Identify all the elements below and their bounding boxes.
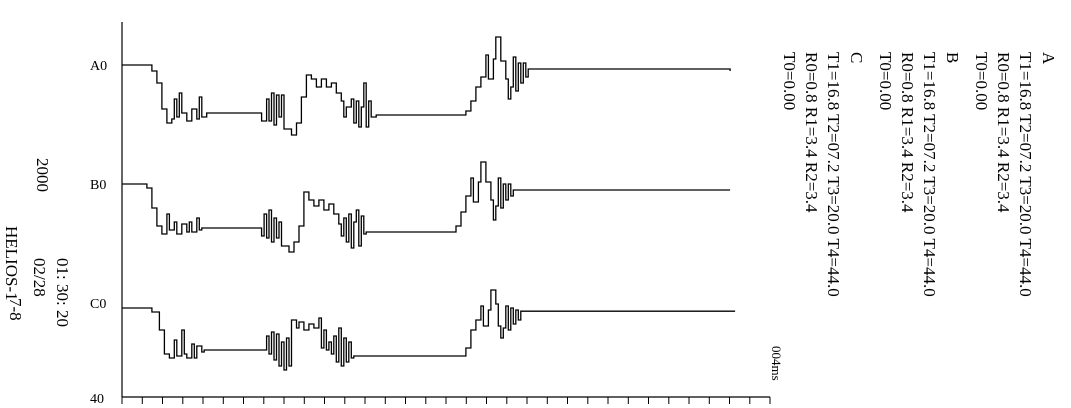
param-block-c: C T1=16.8 T2=07.2 T3=20.0 T4=44.0 R0=0.8… xyxy=(780,52,866,297)
param-block-a-line-1: T1=16.8 T2=07.2 T3=20.0 T4=44.0 xyxy=(1016,52,1035,297)
info-time: 01: 30: 20 xyxy=(53,258,72,327)
axis-end-label: 40 xyxy=(90,392,104,407)
param-block-c-line-1: T1=16.8 T2=07.2 T3=20.0 T4=44.0 xyxy=(824,52,843,297)
param-block-b-line-2: R0=0.8 R1=3.4 R2=3.4 xyxy=(898,52,917,213)
channel-label-b0: B0 xyxy=(90,178,106,193)
x-axis-ticks xyxy=(121,397,771,404)
channel-label-a0: A0 xyxy=(90,59,107,74)
param-block-c-line-2: R0=0.8 R1=3.4 R2=3.4 xyxy=(802,52,821,213)
scale-label: 004ms xyxy=(769,346,784,381)
param-block-a: A T1=16.8 T2=07.2 T3=20.0 T4=44.0 R0=0.8… xyxy=(972,52,1058,297)
param-block-a-line-3: T0=0.00 xyxy=(972,52,991,110)
param-block-b: B T1=16.8 T2=07.2 T3=20.0 T4=44.0 R0=0.8… xyxy=(876,52,962,297)
param-block-c-line-3: T0=0.00 xyxy=(780,52,799,110)
param-block-a-line-2: R0=0.8 R1=3.4 R2=3.4 xyxy=(994,52,1013,213)
param-block-b-line-1: T1=16.8 T2=07.2 T3=20.0 T4=44.0 xyxy=(920,52,939,297)
trace-c0 xyxy=(122,289,736,371)
info-block: HELIOS-1 2000 01: 30: 20 02/28 7-8 xyxy=(2,158,72,327)
info-id: 7-8 xyxy=(6,298,25,321)
trace-b0 xyxy=(122,161,731,253)
param-block-c-label: C xyxy=(847,52,866,63)
trace-a0 xyxy=(122,36,731,136)
info-date: 02/28 xyxy=(30,258,49,297)
channel-label-c0: C0 xyxy=(90,297,106,312)
param-block-b-label: B xyxy=(943,52,962,63)
info-device: HELIOS-1 xyxy=(2,226,21,301)
param-block-b-line-3: T0=0.00 xyxy=(876,52,895,110)
info-year: 2000 xyxy=(33,158,52,192)
param-block-a-label: A xyxy=(1039,52,1058,65)
